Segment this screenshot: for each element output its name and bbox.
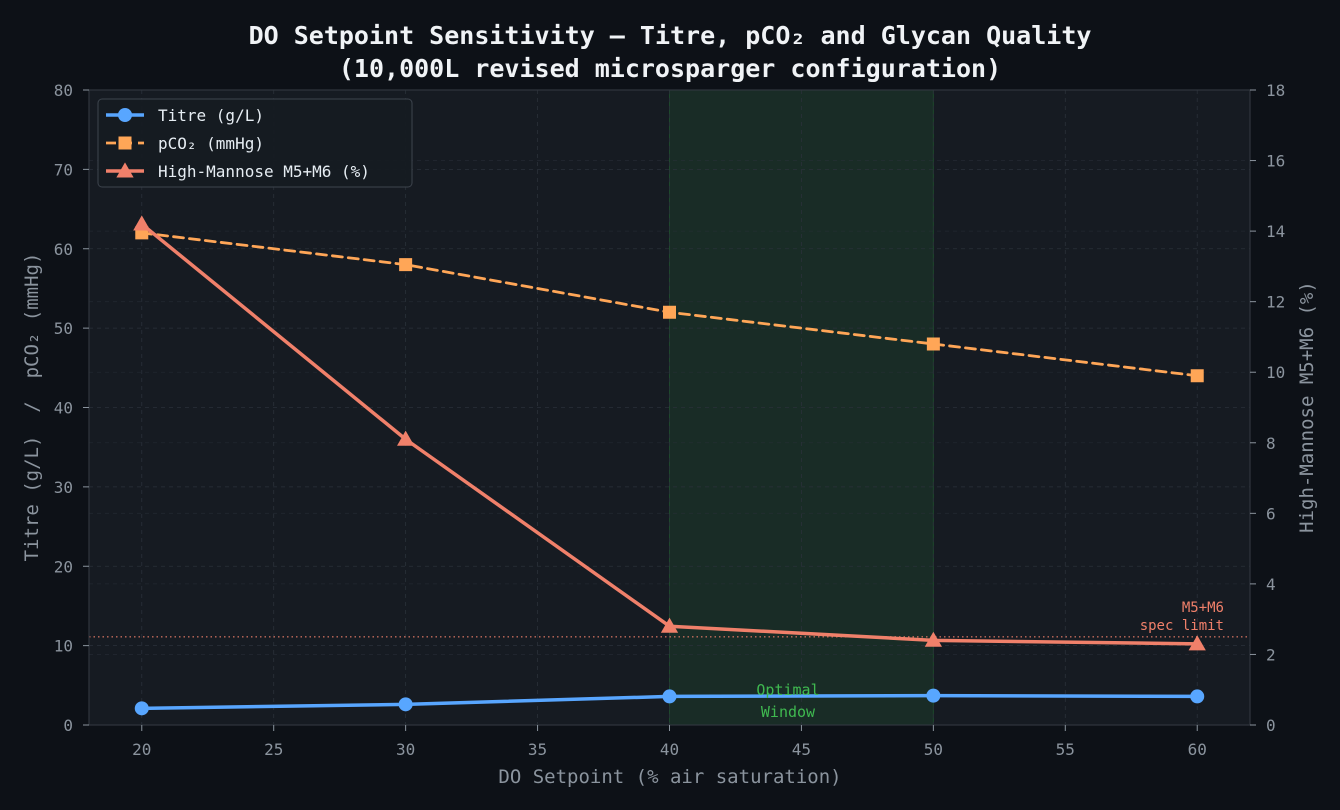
series-3 [133,215,1206,651]
x-tick-label: 25 [264,740,283,759]
series-1-point-5 [1190,689,1205,704]
x-tick-label: 60 [1188,740,1207,759]
y-right-tick-label: 2 [1266,645,1276,664]
spec-limit-label-line1: M5+M6 [1182,600,1224,616]
series-2-point-4 [926,337,940,351]
series-1-point-2 [398,697,413,712]
y-right-tick-label: 4 [1266,575,1276,594]
legend-marker-2 [118,136,132,150]
x-tick-label: 35 [528,740,547,759]
y-left-tick-label: 50 [54,319,73,338]
x-axis-ticks: 20 25 30 35 40 45 50 55 60 [132,725,1207,759]
series-2-point-3 [663,305,676,319]
legend-items: Titre (g/L) pCO₂ (mmHg) High-Mannose M5+M6… [106,106,370,181]
y-axis-left-label: Titre (g/L) / pCO₂ (mmHg) [21,253,43,562]
legend-label-1: Titre (g/L) [158,106,264,125]
y-left-tick-label: 70 [54,160,73,179]
spec-limit-label-line2: spec limit [1140,618,1224,634]
series-1-point-1 [134,701,149,716]
legend-item-1: Titre (g/L) [106,106,264,125]
legend-item-2: pCO₂ (mmHg) [106,134,264,153]
legend-box [97,98,413,188]
series [133,215,1206,716]
y-left-tick-label: 60 [54,240,73,259]
y-left-tick-label: 80 [54,81,73,100]
y-left-tick-label: 10 [54,637,73,656]
x-tick-label: 55 [1056,740,1075,759]
x-tick-label: 40 [660,740,679,759]
y-axis-left-ticks: 0 10 20 30 40 50 60 70 80 [54,81,89,735]
series-2-point-2 [399,258,413,272]
y-right-tick-label: 0 [1266,716,1276,735]
y-axis-right-ticks: 0 2 4 6 8 10 12 14 16 18 [1250,81,1285,735]
x-tick-label: 30 [396,740,415,759]
y-left-tick-label: 30 [54,478,73,497]
series-3-point-4 [924,631,942,647]
x-tick-label: 20 [132,740,151,759]
y-axis-right-label: High-Mannose M5+M6 (%) [1296,281,1318,533]
series-1 [134,688,1205,716]
x-tick-label: 50 [924,740,943,759]
series-1-point-4 [926,688,941,703]
y-left-tick-label: 0 [63,716,73,735]
x-tick-label: 45 [792,740,811,759]
y-left-tick-label: 40 [54,399,73,418]
y-right-tick-label: 6 [1266,504,1276,523]
series-1-point-3 [662,689,677,704]
legend-marker-3 [116,162,134,178]
series-3-point-2 [397,430,415,446]
y-right-tick-label: 12 [1266,293,1285,312]
series-3-point-5 [1188,635,1206,651]
optimal-window-label-line2: Window [761,703,816,721]
y-right-tick-label: 18 [1266,81,1285,100]
series-3-point-3 [660,617,679,633]
series-2 [135,226,1204,383]
legend-marker-1 [118,108,132,122]
legend-label-2: pCO₂ (mmHg) [158,134,264,153]
legend-item-3: High-Mannose M5+M6 (%) [106,162,370,181]
optimal-window-label-line1: Optimal [756,681,819,699]
series-3-point-1 [133,215,151,231]
legend: Titre (g/L) pCO₂ (mmHg) High-Mannose M5+M6… [97,98,413,188]
chart-title-line1: DO Setpoint Sensitivity — Titre, pCO₂ an… [249,21,1092,50]
x-axis-label: DO Setpoint (% air saturation) [498,766,841,788]
series-2-point-5 [1190,369,1204,383]
y-left-tick-label: 20 [54,557,73,576]
y-right-tick-label: 10 [1266,363,1285,382]
y-right-tick-label: 8 [1266,434,1276,453]
y-right-tick-label: 16 [1266,152,1285,171]
y-right-tick-label: 14 [1266,222,1285,241]
chart-title-line2: (10,000L revised microsparger configurat… [339,54,1001,83]
legend-label-3: High-Mannose M5+M6 (%) [158,162,370,181]
